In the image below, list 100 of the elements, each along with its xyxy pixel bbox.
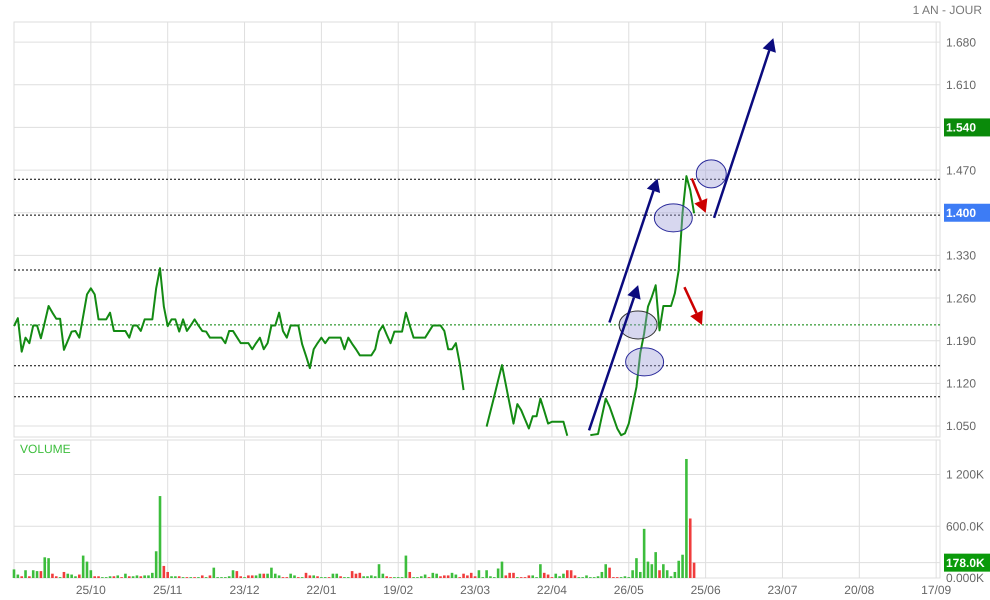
bar [658, 570, 661, 578]
x-tick-label: 23/03 [460, 583, 490, 597]
bar [158, 496, 162, 578]
bar [143, 575, 146, 578]
y-tick-label: 1.330 [946, 248, 976, 263]
bar [504, 575, 508, 578]
bar [82, 556, 84, 578]
bar [462, 574, 465, 578]
bar [531, 575, 534, 578]
bar [70, 574, 73, 578]
bar [78, 574, 81, 578]
bar [312, 575, 315, 578]
bar [435, 574, 438, 578]
bar [570, 570, 572, 578]
x-tick-label: 25/10 [76, 583, 106, 597]
bar [254, 575, 258, 578]
chart-subtitle: 1 AN - JOUR [912, 3, 982, 17]
bar [308, 575, 312, 578]
x-tick-label: 26/05 [614, 583, 644, 597]
bar [432, 572, 434, 578]
bar [304, 572, 308, 578]
bar [358, 572, 362, 578]
bar [12, 569, 16, 578]
x-tick-label: 19/02 [383, 583, 414, 597]
bar [554, 574, 558, 578]
bar [562, 574, 565, 578]
bar [424, 574, 426, 578]
bar [566, 570, 569, 578]
bar [685, 458, 688, 578]
bar [408, 572, 412, 578]
bar [236, 571, 238, 578]
y-tick-label: 1.610 [946, 78, 976, 92]
y-tick-label: 1.050 [946, 419, 976, 434]
bar [604, 564, 608, 578]
bar [478, 570, 480, 578]
bar [470, 572, 473, 578]
y-tick-label: 0.000K [946, 571, 984, 586]
bar [688, 518, 692, 578]
bar [247, 575, 250, 578]
bar [270, 568, 273, 578]
x-tick-label: 22/01 [306, 583, 337, 597]
bar [443, 575, 446, 578]
bar [642, 528, 646, 578]
bar [335, 574, 338, 578]
chart-title: VOLUME [20, 442, 71, 456]
bar [350, 571, 354, 578]
x-tick-label: 23/12 [230, 583, 260, 597]
bar [51, 574, 54, 578]
x-tick-label: 20/08 [844, 583, 875, 597]
bar [278, 575, 280, 578]
bar [585, 575, 588, 578]
bar [546, 574, 550, 578]
bar [62, 572, 66, 578]
bar [200, 575, 204, 578]
bar [32, 570, 35, 578]
bar [404, 556, 408, 578]
bar [542, 572, 546, 578]
bar [485, 570, 488, 578]
x-tick-label: 25/11 [153, 583, 183, 597]
bar [635, 558, 638, 578]
bar [162, 566, 166, 578]
bar [116, 575, 120, 578]
bar [508, 572, 511, 578]
bar [454, 574, 458, 578]
y-tick-label: 1.260 [946, 291, 976, 306]
bar [36, 571, 38, 578]
bar [466, 575, 469, 578]
bar [500, 562, 504, 578]
y-tick-label: 1.680 [946, 35, 976, 50]
bar [370, 575, 373, 578]
y-tick-label: 1.400 [946, 206, 976, 220]
bar [40, 571, 42, 578]
bar [212, 568, 216, 578]
bar [446, 575, 450, 578]
bar [378, 564, 380, 578]
bar [289, 574, 292, 578]
x-tick-label: 23/07 [767, 583, 798, 597]
bar [43, 557, 46, 578]
x-tick-label: 17/09 [921, 583, 952, 597]
bar [662, 564, 665, 578]
bar [47, 558, 50, 578]
bar [512, 572, 515, 578]
bar [24, 570, 27, 578]
y-tick-label: 600.0K [946, 519, 984, 534]
bar [528, 575, 530, 578]
bar [124, 574, 127, 578]
bar [450, 572, 454, 578]
y-tick-label: 1.120 [946, 376, 976, 391]
bar [66, 574, 70, 578]
bar [539, 564, 542, 578]
bar [608, 568, 611, 578]
y-tick-label: 1.190 [946, 334, 976, 348]
bar [293, 575, 296, 578]
bar [208, 575, 212, 578]
y-tick-label: 1.470 [946, 163, 976, 178]
bar [232, 570, 234, 578]
x-tick-label: 22/04 [536, 583, 568, 597]
y-tick-label: 178.0K [946, 556, 986, 570]
bar [258, 574, 262, 578]
bar [147, 575, 150, 578]
